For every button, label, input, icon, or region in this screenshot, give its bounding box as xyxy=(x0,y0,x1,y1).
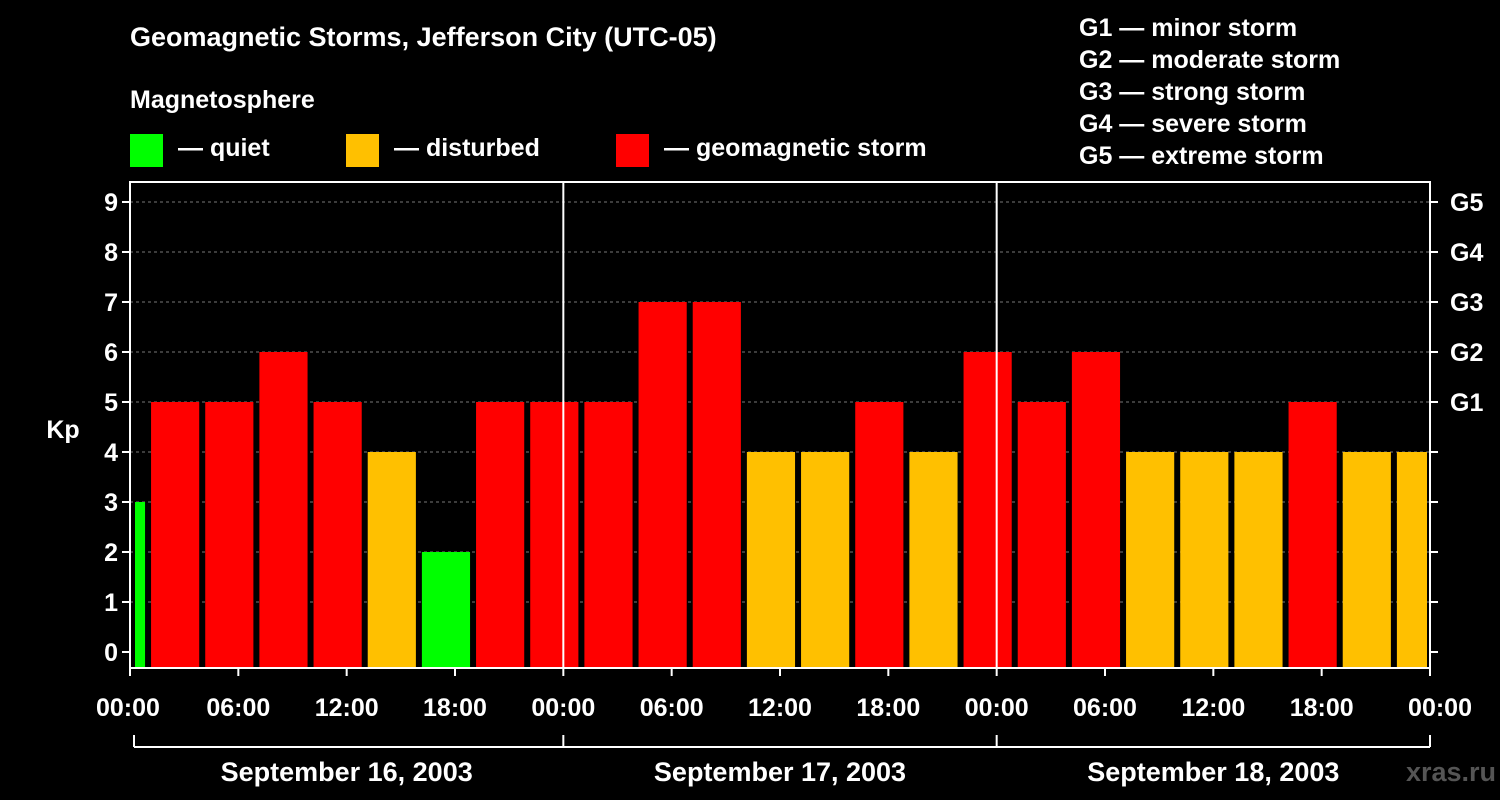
x-tick-label: 06:00 xyxy=(640,694,704,722)
x-tick-label: 12:00 xyxy=(315,694,379,722)
kp-bar xyxy=(1071,352,1121,668)
x-tick-label: 18:00 xyxy=(1290,694,1354,722)
watermark: xras.ru xyxy=(1405,757,1496,787)
legend-swatch-storm xyxy=(616,134,649,167)
chart-title: Geomagnetic Storms, Jefferson City (UTC-… xyxy=(130,22,717,52)
kp-bar xyxy=(1180,452,1229,668)
g-scale-g5: G5 — extreme storm xyxy=(1079,142,1324,170)
g-level-tick-label: G4 xyxy=(1450,239,1483,267)
kp-bar xyxy=(801,452,850,668)
g-scale-g2: G2 — moderate storm xyxy=(1079,46,1341,74)
kp-bar xyxy=(1234,452,1283,668)
legend-swatch-disturbed xyxy=(346,134,379,167)
kp-bar xyxy=(909,452,958,668)
y-tick-label: 3 xyxy=(104,489,118,517)
kp-bar xyxy=(963,352,1012,668)
kp-bar xyxy=(1342,452,1391,668)
y-tick-label: 4 xyxy=(104,439,118,467)
y-tick-label: 9 xyxy=(104,189,118,217)
y-tick-label: 6 xyxy=(104,339,118,367)
kp-bar xyxy=(1396,452,1427,668)
g-level-tick-label: G5 xyxy=(1450,189,1483,217)
x-tick-label: 00:00 xyxy=(96,694,160,722)
g-scale-g4: G4 — severe storm xyxy=(1079,110,1307,138)
x-tick-label: 00:00 xyxy=(531,694,595,722)
legend-label-storm: — geomagnetic storm xyxy=(664,134,927,162)
x-tick-label: 12:00 xyxy=(748,694,812,722)
x-tick-label: 06:00 xyxy=(206,694,270,722)
y-axis-label: Kp xyxy=(46,416,79,444)
kp-bar xyxy=(530,402,579,668)
kp-bar xyxy=(746,452,796,668)
kp-bar xyxy=(421,552,471,668)
y-tick-label: 0 xyxy=(104,639,118,667)
kp-bar xyxy=(855,402,904,668)
g-level-tick-label: G3 xyxy=(1450,289,1483,317)
g-scale-g1: G1 — minor storm xyxy=(1079,14,1298,42)
kp-bar xyxy=(476,402,525,668)
x-tick-label: 00:00 xyxy=(1408,694,1472,722)
kp-bar xyxy=(259,352,308,668)
day-label: September 16, 2003 xyxy=(221,757,473,787)
g-scale-g3: G3 — strong storm xyxy=(1079,78,1306,106)
x-tick-label: 06:00 xyxy=(1073,694,1137,722)
day-label: September 18, 2003 xyxy=(1087,757,1339,787)
kp-bar xyxy=(638,302,687,668)
y-tick-label: 2 xyxy=(104,539,118,567)
g-level-tick-label: G1 xyxy=(1450,389,1483,417)
kp-bar xyxy=(692,302,741,668)
kp-bar xyxy=(151,402,200,668)
kp-bar xyxy=(1288,402,1337,668)
kp-bar xyxy=(584,402,633,668)
kp-bar xyxy=(1126,452,1175,668)
x-tick-label: 18:00 xyxy=(423,694,487,722)
kp-bar xyxy=(1017,402,1066,668)
y-tick-label: 8 xyxy=(104,239,118,267)
kp-bar xyxy=(205,402,254,668)
kp-bar xyxy=(367,452,416,668)
kp-bar xyxy=(313,402,362,668)
legend-label-quiet: — quiet xyxy=(178,134,270,162)
y-tick-label: 1 xyxy=(104,589,118,617)
chart-subtitle: Magnetosphere xyxy=(130,86,315,114)
legend-swatch-quiet xyxy=(130,134,163,167)
x-tick-label: 00:00 xyxy=(965,694,1029,722)
g-level-tick-label: G2 xyxy=(1450,339,1483,367)
x-tick-label: 12:00 xyxy=(1181,694,1245,722)
y-tick-label: 5 xyxy=(104,389,118,417)
day-label: September 17, 2003 xyxy=(654,757,906,787)
kp-bar xyxy=(135,502,146,668)
y-tick-label: 7 xyxy=(104,289,118,317)
x-tick-label: 18:00 xyxy=(856,694,920,722)
legend-label-disturbed: — disturbed xyxy=(394,134,540,162)
